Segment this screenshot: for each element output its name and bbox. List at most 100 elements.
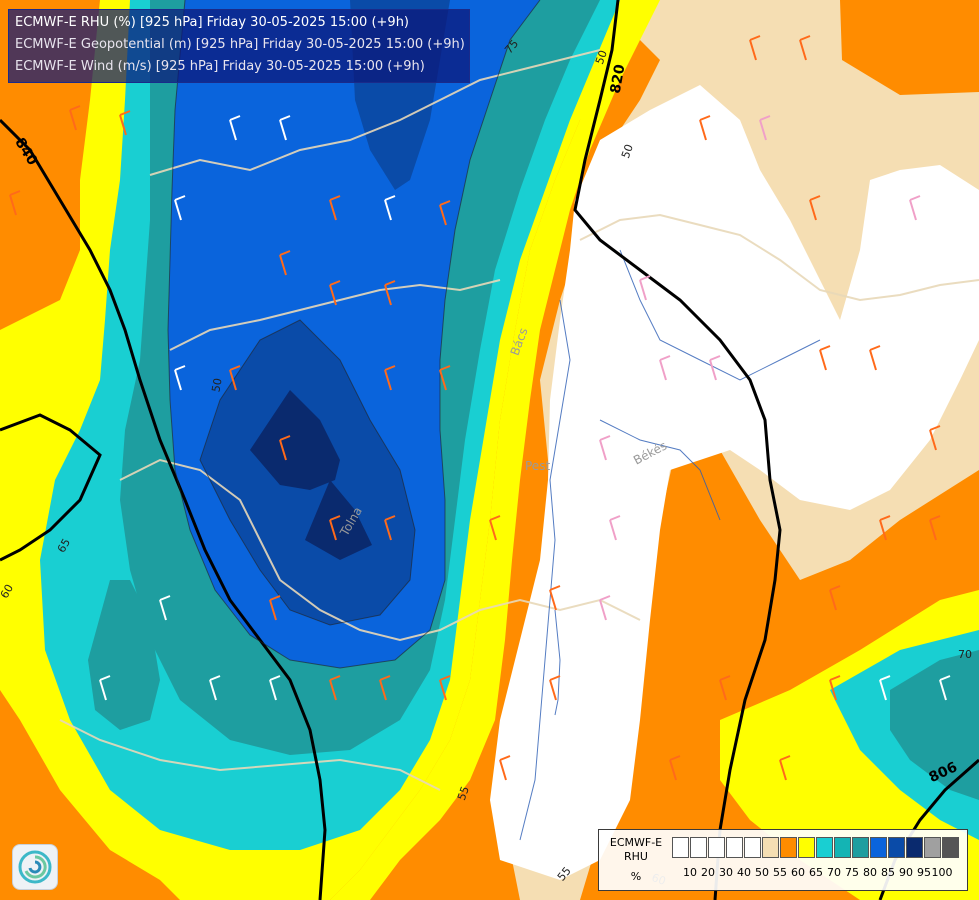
wind-barb-icon [229,115,241,141]
wind-barb-icon [69,105,81,131]
legend-swatch [762,837,779,858]
wind-barb-icon [384,280,396,306]
wind-barb-icon [174,365,186,391]
legend-title: ECMWF-E RHU [603,836,669,864]
wind-barb-icon [329,675,341,701]
wind-barb-icon [879,515,891,541]
wind-barb-icon [659,355,671,381]
legend-swatch [942,837,959,858]
legend-swatch [726,837,743,858]
wind-barb-icon [699,115,711,141]
rhu-contour-label: 50 [619,143,636,161]
color-legend: ECMWF-E RHU % 10 20 30 40 50 55 60 65 70 75 80 85 90… [598,829,968,891]
legend-tick-label: 50 [755,866,769,879]
legend-swatch [690,837,707,858]
legend-title-line1: ECMWF-E [609,836,663,849]
wind-barb-icon [279,435,291,461]
rivers [519,249,821,841]
legend-swatch [834,837,851,858]
rhu-contour-label: 50 [209,377,224,393]
rhu-contour-label: 55 [455,785,472,803]
isoline-840-west [0,413,102,562]
title-rhu: ECMWF-E RHU (%) [925 hPa] Friday 30-05-2… [15,15,409,30]
legend-swatch [816,837,833,858]
legend-title-line2: RHU [624,850,648,863]
wind-barb-icon [269,595,281,621]
wind-barb-icon [269,675,281,701]
rhu-isolines [167,0,541,669]
wind-barb-icon [929,425,941,451]
rhu-area-70-sw [88,580,160,730]
legend-swatch [852,837,869,858]
wind-barb-icon [549,585,561,611]
isoline-840 [0,118,327,900]
rhu-contour-label: 50 [593,49,610,67]
legend-swatch [708,837,725,858]
legend-tick-label: 95 [917,866,931,879]
wind-barb-icon [799,35,811,61]
geopotential-label: 820 [608,63,629,95]
wind-barb-icon [879,675,891,701]
wind-barbs [9,35,951,781]
wind-barb-icon [489,515,501,541]
legend-swatch [870,837,887,858]
wind-barb-icon [279,115,291,141]
wind-barb-icon [329,280,341,306]
legend-swatches [672,837,960,858]
legend-swatch [888,837,905,858]
legend-tick-label: 70 [827,866,841,879]
wind-barb-icon [829,675,841,701]
wind-barb-icon [719,675,731,701]
wind-barb-icon [829,585,841,611]
wind-barb-icon [549,675,561,701]
legend-swatch [744,837,761,858]
wind-barb-icon [939,675,951,701]
rhu-area-50 [490,85,979,880]
wind-barb-icon [599,595,611,621]
legend-tick-label: 60 [791,866,805,879]
place-label: Pest [525,459,550,473]
wind-barb-icon [209,675,221,701]
legend-tick-label: 100 [931,866,953,879]
wind-barb-icon [599,435,611,461]
legend-tick-label: 80 [863,866,877,879]
legend-tick-label: 85 [881,866,895,879]
wind-barb-icon [749,35,761,61]
title-wind: ECMWF-E Wind (m/s) [925 hPa] Friday 30-0… [15,59,425,74]
wind-barb-icon [119,110,131,136]
wind-barb-icon [639,275,651,301]
rhu-area-85 [250,390,340,490]
legend-swatch [906,837,923,858]
wind-barb-icon [439,365,451,391]
legend-unit: % [630,870,642,883]
wind-barb-icon [759,115,771,141]
wind-barb-icon [439,200,451,226]
legend-swatch [672,837,689,858]
legend-swatch [780,837,797,858]
rhu-contour-label: 65 [55,536,73,555]
wind-barb-icon [379,675,391,701]
wind-barb-icon [499,755,511,781]
legend-tick-label: 75 [845,866,859,879]
wind-barb-icon [384,365,396,391]
isoline-820 [573,0,782,900]
rhu-area-60-ne [330,0,660,900]
wind-barb-icon [384,195,396,221]
wind-barb-icon [869,345,881,371]
wind-barb-icon [159,595,171,621]
ecmwf-swirl-logo-icon [12,844,58,890]
legend-tick-label: 90 [899,866,913,879]
legend-tick-label: 65 [809,866,823,879]
wind-barb-icon [909,195,921,221]
wind-barb-icon [174,195,186,221]
wind-barb-icon [384,515,396,541]
wind-barb-icon [229,365,241,391]
legend-swatch [798,837,815,858]
wind-barb-icon [329,515,341,541]
title-geopotential: ECMWF-E Geopotential (m) [925 hPa] Frida… [15,37,465,52]
wind-barb-icon [819,345,831,371]
rhu-area-85-b [305,480,372,560]
wind-barb-icon [669,755,681,781]
legend-tick-label: 30 [719,866,733,879]
